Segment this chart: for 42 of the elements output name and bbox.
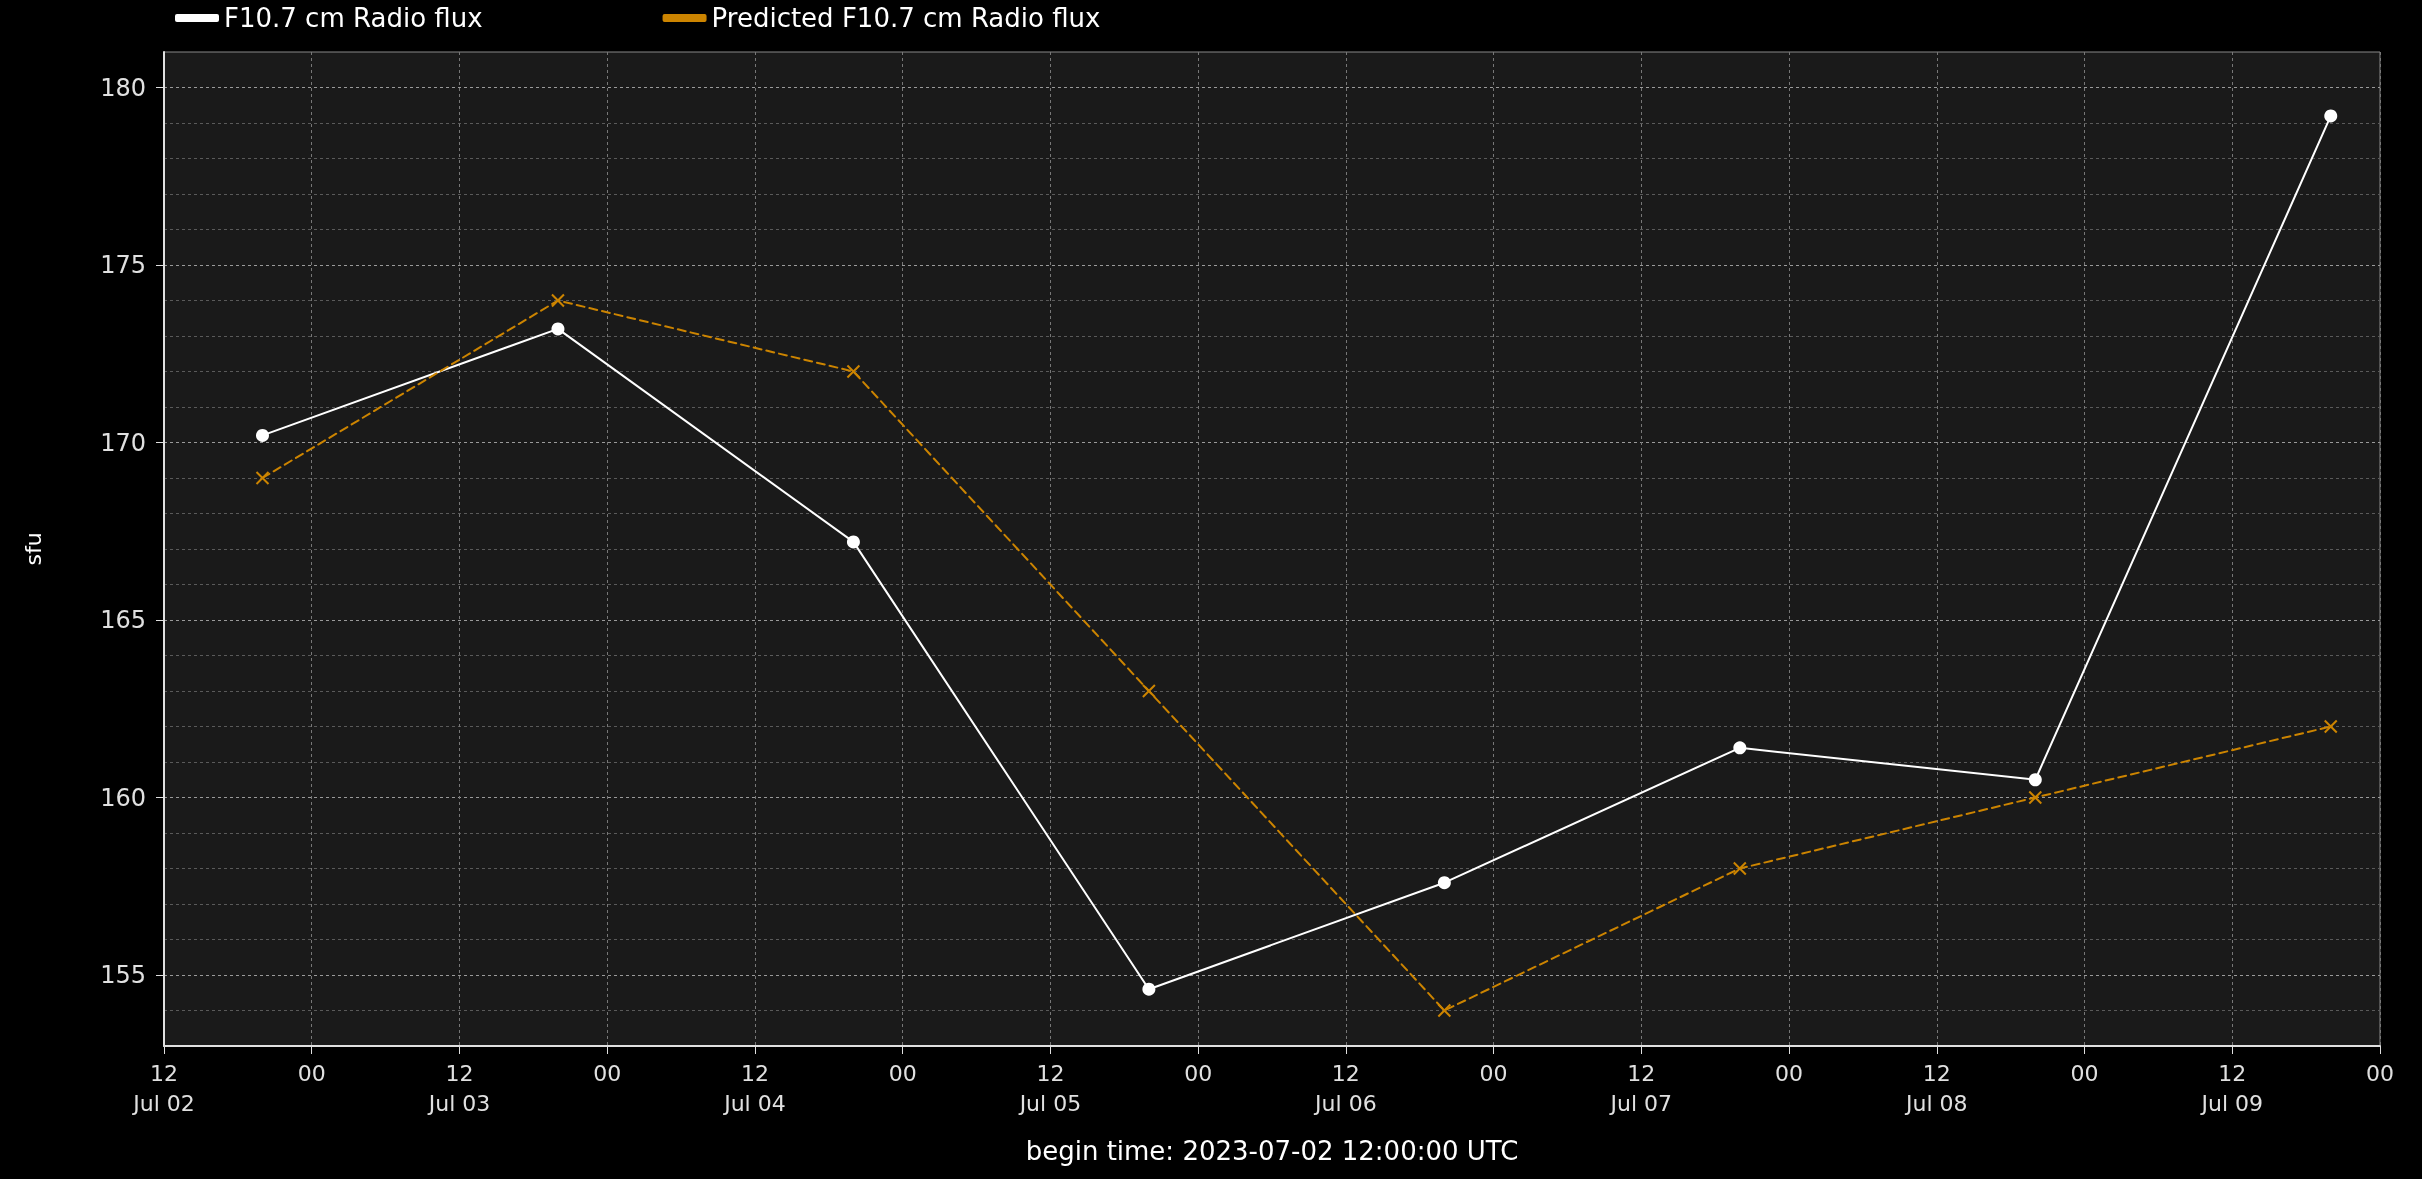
- x-tick-label: 12 Jul 09: [2199, 1060, 2264, 1116]
- x-tick-label: 12 Jul 03: [426, 1060, 491, 1116]
- point: [256, 428, 269, 442]
- y-tick-label: 165: [100, 606, 146, 634]
- point: [1141, 684, 1156, 698]
- point: [551, 322, 565, 336]
- point: [1142, 982, 1156, 996]
- y-tick-label: 180: [100, 73, 146, 102]
- point: [2028, 773, 2042, 787]
- x-tick-label: 12 Jul 04: [722, 1060, 786, 1116]
- y-tick-label: 160: [100, 783, 146, 812]
- point: [255, 471, 270, 485]
- x-tick-label: 00: [1184, 1060, 1213, 1086]
- x-tick-label: 12 Jul 06: [1313, 1060, 1377, 1116]
- point: [846, 364, 861, 379]
- point: [1733, 741, 1747, 755]
- point: [1437, 876, 1451, 890]
- x-tick-label: 00: [888, 1060, 917, 1086]
- y-tick-label: 155: [100, 961, 146, 989]
- y-tick-label: 175: [100, 251, 146, 279]
- point: [2323, 719, 2338, 734]
- point: [2028, 790, 2043, 805]
- x-tick-label: 12 Jul 07: [1608, 1060, 1673, 1116]
- x-tick-label: 00: [1479, 1060, 1508, 1086]
- x-tick-label: 00: [1775, 1060, 1804, 1086]
- point: [1732, 861, 1747, 876]
- point: [1437, 1003, 1452, 1018]
- legend-label: Predicted F10.7 cm Radio flux: [711, 3, 1101, 33]
- point: [846, 535, 860, 549]
- legend-label: F10.7 cm Radio flux: [224, 3, 483, 33]
- point: [2324, 109, 2338, 123]
- y-axis-title: sfu: [20, 532, 46, 566]
- x-tick-label: 00: [593, 1060, 622, 1086]
- x-tick-label: 12 Jul 05: [1017, 1060, 1082, 1116]
- x-tick-label: 12 Jul 02: [131, 1060, 195, 1116]
- y-tick-label: 170: [100, 428, 146, 457]
- x-axis-title: begin time: 2023-07-02 12:00:00 UTC: [1025, 1136, 1519, 1166]
- x-tick-label: 12 Jul 08: [1904, 1060, 1968, 1116]
- point: [550, 293, 565, 308]
- x-tick-label: 00: [297, 1060, 326, 1086]
- x-tick-label: 00: [2070, 1060, 2099, 1086]
- x-tick-label: 00: [2366, 1060, 2394, 1086]
